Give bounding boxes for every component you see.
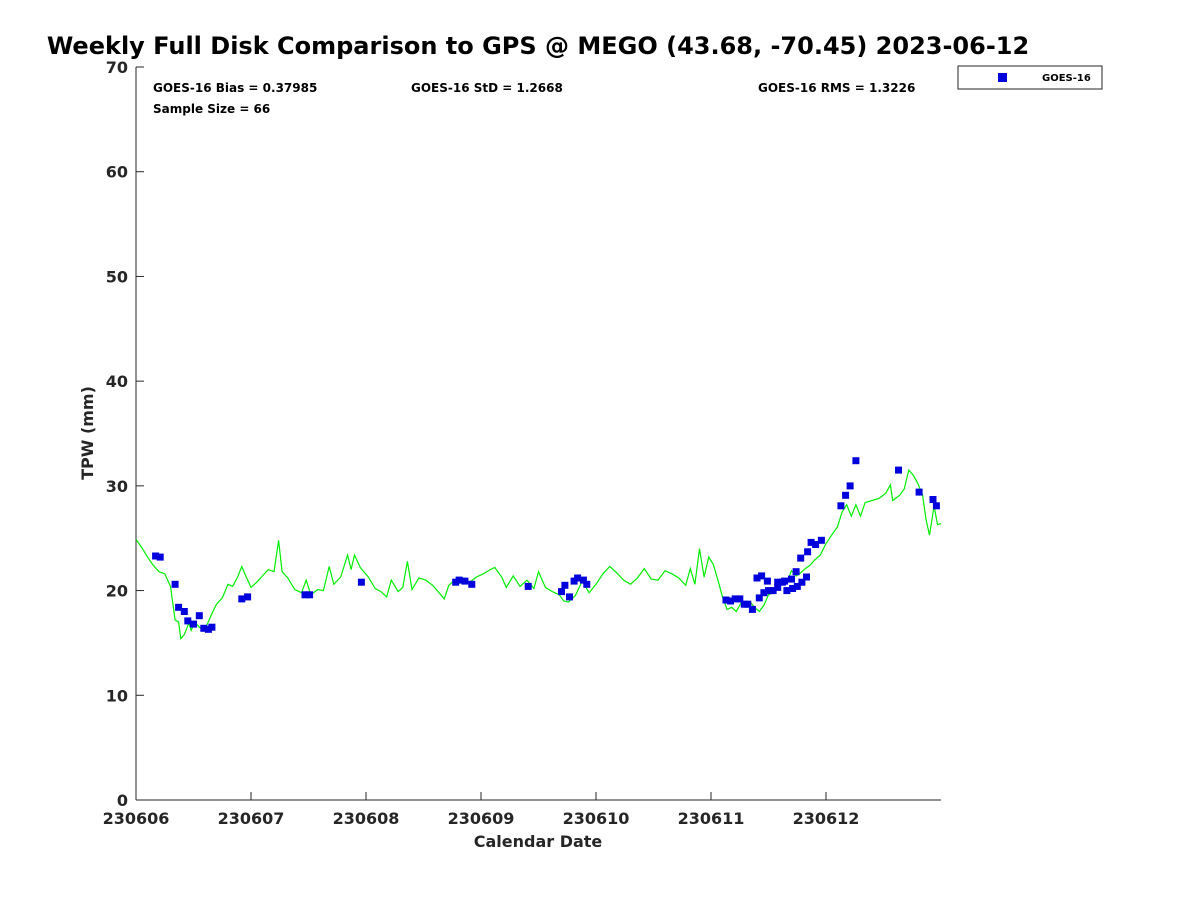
goes-16-point [929,496,937,503]
x-axis-label: Calendar Date [474,832,603,851]
goes-16-point [798,578,806,586]
y-tick-label: 50 [106,267,128,286]
goes-16-point [804,548,812,556]
goes-16-point [765,587,772,595]
legend-label-goes-16: GOES-16 [1042,73,1091,84]
x-tick-label: 230608 [333,809,400,828]
std-stat: GOES-16 StD = 1.2668 [411,81,563,95]
goes-16-point [793,582,801,590]
x-tick-label: 230612 [793,809,860,828]
goes-16-point [184,617,192,625]
goes-16-point [852,457,860,465]
bias-stat: GOES-16 Bias = 0.37985 [153,81,317,95]
x-tick-label: 230606 [103,809,170,828]
goes-16-point [524,582,532,590]
goes-16-point [812,541,820,548]
x-tick-label: 230607 [218,809,285,828]
y-tick-label: 40 [106,372,128,391]
y-tick-label: 30 [106,477,128,496]
goes-16-point [837,502,845,510]
goes-16-point [561,581,569,589]
goes-16-point [748,605,756,613]
goes-16-point [731,595,739,603]
goes-16-point [306,591,314,599]
goes-16-point [208,623,216,631]
gps-series [135,468,942,641]
y-tick-label: 10 [106,686,128,705]
plot-axes: 0 10 20 30 40 50 60 70 230606 230607 230608 230609 2… [103,58,941,828]
goes-16-series [152,457,940,633]
goes-16-point [774,583,782,591]
goes-16-point [175,603,183,611]
goes-16-point [789,585,797,592]
x-tick-label: 230609 [448,809,515,828]
goes-16-point [758,572,766,580]
y-tick-label: 60 [106,163,128,182]
goes-16-point [763,577,771,585]
goes-16-point [895,466,902,474]
legend: GOES-16 [957,65,1103,90]
goes-16-point [783,587,791,595]
goes-16-point [788,575,795,583]
goes-16-point [797,554,805,562]
stats-panel: GOES-16 Bias = 0.37985 GOES-16 StD = 1.2… [153,81,915,116]
legend-box [957,65,1103,90]
legend-marker-goes-16 [998,73,1007,82]
y-tick-label: 0 [117,791,128,810]
goes-16-point [932,502,940,510]
goes-16-point [722,596,730,604]
goes-16-point [152,552,160,560]
goes-16-point [753,574,761,582]
sample-size-stat: Sample Size = 66 [153,102,270,116]
goes-16-point [817,536,825,544]
goes-16-point [238,595,246,603]
goes-16-point [171,580,179,588]
y-tick-label: 20 [106,582,128,601]
goes-16-point [156,553,164,561]
rms-stat: GOES-16 RMS = 1.3226 [758,81,915,95]
goes-16-point [744,600,752,608]
goes-16-point [778,578,786,586]
goes-16-point [769,587,777,595]
goes-16-point [301,591,309,599]
y-axis-label: TPW (mm) [78,386,97,480]
goes-16-point [180,608,188,615]
goes-16-point [190,620,197,628]
goes-16-point [736,595,744,603]
goes-16-point [807,538,815,546]
goes-16-point [195,612,203,620]
goes-16-point [760,589,768,597]
goes-16-point [803,573,810,581]
goes-16-point [455,576,463,584]
goes-16-point [566,593,573,601]
y-tick-label: 70 [106,58,128,77]
goes-16-point [461,577,469,585]
goes-16-point [915,488,923,496]
goes-16-point [558,588,565,596]
goes-16-point [727,597,734,605]
goes-16-point [583,580,591,588]
gps-line [135,468,942,641]
goes-16-point [774,578,782,586]
goes-16-point [244,593,252,601]
goes-16-point [468,580,476,588]
goes-16-point [792,568,800,576]
goes-16-point [846,482,854,490]
x-tick-label: 230611 [678,809,745,828]
goes-16-point [842,491,850,499]
goes-16-point [357,578,365,586]
goes-16-point [200,624,208,632]
goes-16-point [755,594,763,602]
x-tick-label: 230610 [563,809,630,828]
chart-title: Weekly Full Disk Comparison to GPS @ MEG… [47,32,1029,60]
goes-16-point [579,576,587,584]
goes-16-point [574,574,582,582]
